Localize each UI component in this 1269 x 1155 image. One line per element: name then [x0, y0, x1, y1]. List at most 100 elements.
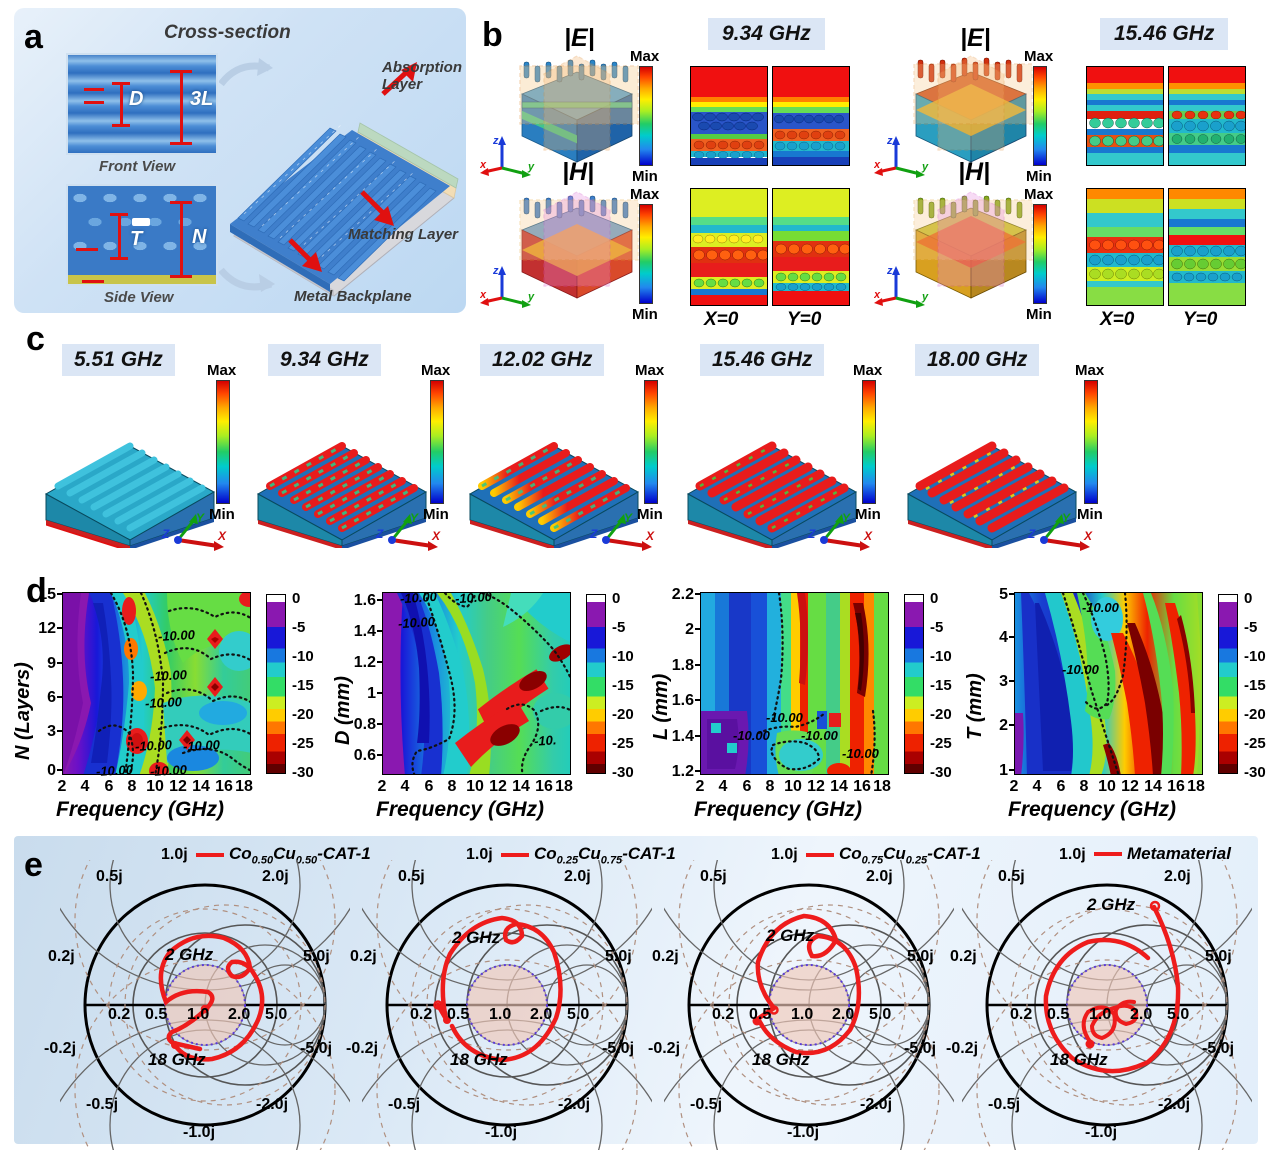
side-tick-left [76, 248, 98, 251]
e-field-label-right: |E| [960, 24, 991, 52]
smith-0-lab-upper-right: 2.0j [262, 868, 289, 885]
contour-L-xtick-4: 10 [784, 778, 802, 795]
legend-line-0 [196, 853, 224, 858]
smith-2-lab-lower-left: -0.2j [648, 1040, 681, 1057]
contour-D-cbtick-6: -30 [612, 764, 634, 781]
contour-D-ytick-2: 1 [367, 685, 376, 702]
e-field-3d-model-right [896, 54, 1046, 172]
contour-T-plot-area [1014, 592, 1203, 775]
svg-text:Y: Y [842, 511, 851, 525]
panel-c-cbar-min-0: Min [209, 506, 235, 523]
n-cap-top [170, 201, 192, 204]
contour-T-cbtick-0: 0 [1244, 590, 1253, 607]
contour-N-ytick-2: 6 [47, 689, 56, 706]
panel-c-cbar-min-2: Min [637, 506, 663, 523]
smith-2-lab-upper-left: 0.5j [700, 868, 727, 885]
svg-text:z: z [492, 135, 499, 147]
panel-c-colorbar-1 [430, 380, 444, 504]
smith-2-real-1: 0.5 [749, 1006, 772, 1023]
freq-badge-934: 9.34 GHz [708, 18, 825, 50]
t-dimension-line [118, 214, 121, 258]
svg-text:y: y [921, 161, 929, 173]
svg-text:Z: Z [589, 527, 598, 541]
dimension-d-label: D [129, 88, 144, 110]
svg-text:Y: Y [196, 511, 205, 525]
contour-D-xlabel: Frequency (GHz) [376, 798, 545, 821]
panel-c-model-1 [250, 388, 435, 550]
contour-D-xtick-3: 8 [447, 778, 457, 795]
contour-N-label-1: -10.00 [149, 667, 188, 684]
smith-2-real-2: 1.0 [791, 1006, 814, 1023]
contour-L-xtick-0: 2 [695, 778, 705, 795]
dimension-3l-label: 3L [190, 88, 214, 110]
d-dimension-line [120, 83, 123, 125]
contour-T-label-1: -10.00 [1062, 662, 1099, 677]
panel-e-letter: e [24, 846, 43, 884]
legend-sub-0b: 0.50 [295, 854, 318, 867]
svg-text:x: x [480, 159, 487, 171]
contour-D-ylabel: D (mm) [332, 676, 354, 745]
panel-c-freq-1: 9.34 GHz [268, 344, 381, 376]
smith-3-lab-bottom-right: -2.0j [1158, 1096, 1191, 1113]
d-cap-top [112, 82, 130, 85]
panel-b-letter: b [482, 16, 503, 54]
smith-0-lab-bottom-left: -0.5j [86, 1096, 119, 1113]
contour-D-xtick-0: 2 [377, 778, 387, 795]
legend-sub-2a: 0.75 [861, 854, 884, 867]
smith-0-real-4: 5.0 [265, 1006, 288, 1023]
panel-c-freq-2: 12.02 GHz [480, 344, 605, 376]
e-field-3d-model-left [502, 54, 652, 172]
smith-3-lab-upper-left: 0.5j [998, 868, 1025, 885]
rotate-arrow-bottom-icon [219, 267, 275, 292]
panel-c-cbar-max-2: Max [635, 362, 665, 379]
contour-T-colorbar [1218, 594, 1238, 774]
legend-entry-3: Metamaterial [1094, 844, 1231, 864]
l3-cap-bottom [170, 142, 192, 145]
contour-L-ytick-2: 1.6 [671, 692, 694, 709]
contour-T-ytick-1: 2 [999, 717, 1008, 734]
smith-2-real-0: 0.2 [712, 1006, 735, 1023]
smith-2-start-freq: 2 GHz [766, 926, 815, 945]
contour-N-cbtick-5: -25 [292, 735, 314, 752]
svg-text:X: X [1083, 529, 1093, 543]
freq-badge-1546: 15.46 GHz [1100, 18, 1229, 50]
contour-D-xtick-8: 18 [555, 778, 573, 795]
legend-entry-2: Co0.75Cu0.25-CAT-1 [806, 844, 981, 866]
colorbar-h-left-max: Max [630, 186, 660, 203]
side-view-caption: Side View [104, 289, 174, 306]
panel-a-letter: a [24, 18, 43, 56]
panel-a-structure: Cross-section D 3L Front View T N Side V… [14, 8, 466, 313]
smith-3-lab-left: 0.2j [950, 948, 977, 965]
contour-L-cbtick-3: -15 [930, 677, 952, 694]
contour-N-cbtick-0: 0 [292, 590, 301, 607]
svg-text:X: X [645, 529, 655, 543]
legend-line-2 [806, 853, 834, 858]
smith-0-real-2: 1.0 [187, 1006, 210, 1023]
smith-1-real-1: 0.5 [447, 1006, 470, 1023]
axes-triad-e-right: z x y [873, 134, 934, 180]
panel-c-freq-3: 15.46 GHz [700, 344, 825, 376]
contour-N-ytick-0: 0 [47, 762, 56, 779]
contour-T-cbtick-2: -10 [1244, 648, 1266, 665]
cut-x0-e-934 [690, 66, 768, 166]
cut-label-y0-left: Y=0 [787, 309, 822, 330]
contour-N-colorbar [266, 594, 286, 774]
svg-text:Y: Y [1062, 511, 1071, 525]
smith-2-lab-lower-right: -5.0j [904, 1040, 937, 1057]
smith-2-lab-bottom-right: -2.0j [860, 1096, 893, 1113]
colorbar-h-right-min: Min [1026, 306, 1052, 323]
contour-L-ytick-1: 1.4 [671, 728, 694, 745]
smith-2-label-1j: 1.0j [771, 846, 798, 863]
panel-e-smith-charts: 1.0j Co0.50Cu0.50-CAT-1 1.0j Co0.25Cu0.7… [14, 649, 1269, 1155]
n-dimension-line [180, 202, 183, 276]
panel-c-cbar-min-3: Min [855, 506, 881, 523]
svg-text:X: X [217, 529, 227, 543]
contour-L-label-3: -10.00 [842, 746, 879, 761]
svg-text:z: z [886, 135, 893, 147]
colorbar-e-left-min: Min [632, 168, 658, 185]
smith-2-end-freq: 18 GHz [752, 1050, 810, 1069]
smith-3-real-4: 5.0 [1167, 1006, 1190, 1023]
svg-text:x: x [874, 159, 881, 171]
smith-3-real-1: 0.5 [1047, 1006, 1070, 1023]
colorbar-h-right [1033, 204, 1047, 304]
